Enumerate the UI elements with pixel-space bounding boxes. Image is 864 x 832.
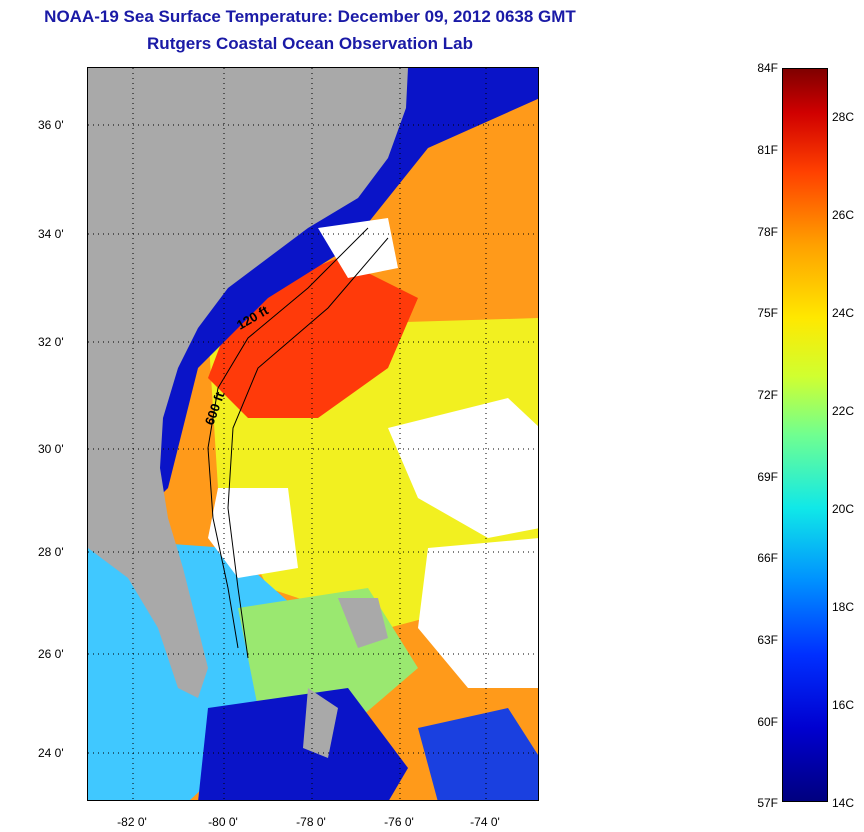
lon-label-78: -78 0' <box>296 815 326 829</box>
cloud-patch-north <box>318 218 398 278</box>
land-bahamas-north <box>338 598 388 648</box>
colorbar-label-78f: 78F <box>757 225 778 239</box>
lon-label-82: -82 0' <box>117 815 147 829</box>
colorbar-label-69f: 69F <box>757 470 778 484</box>
colorbar-label-66f: 66F <box>757 551 778 565</box>
ocean-cold-south <box>198 688 408 800</box>
sst-map-image: 120 ft 600 ft <box>88 68 538 800</box>
colorbar-label-14c: 14C <box>832 796 855 810</box>
colorbar-label-84f: 84F <box>757 61 778 75</box>
map-subtitle: Rutgers Coastal Ocean Observation Lab <box>147 34 473 53</box>
lon-label-74: -74 0' <box>470 815 500 829</box>
cloud-patch-east <box>388 398 538 538</box>
colorbar-label-60f: 60F <box>757 715 778 729</box>
colorbar-label-20c: 20C <box>832 502 855 516</box>
contour-600ft <box>227 237 389 659</box>
colorbar-label-75f: 75F <box>757 306 778 320</box>
contour-120ft <box>207 227 369 649</box>
colorbar-label-26c: 26C <box>832 208 855 222</box>
colorbar-label-57f: 57F <box>757 796 778 810</box>
lat-label-26: 26 0' <box>38 647 64 661</box>
colorbar-label-28c: 28C <box>832 110 855 124</box>
lon-label-76: -76 0' <box>384 815 414 829</box>
colorbar-label-81f: 81F <box>757 143 778 157</box>
land-florida <box>88 68 408 698</box>
lon-label-80: -80 0' <box>208 815 238 829</box>
colorbar-label-22c: 22C <box>832 404 855 418</box>
cloud-patch-west <box>208 488 298 578</box>
lat-label-36: 36 0' <box>38 118 64 132</box>
colorbar-label-24c: 24C <box>832 306 855 320</box>
colorbar-label-63f: 63F <box>757 633 778 647</box>
ocean-cold-southeast <box>418 708 538 800</box>
lat-label-28: 28 0' <box>38 545 64 559</box>
lat-label-30: 30 0' <box>38 442 64 456</box>
map-title: NOAA-19 Sea Surface Temperature: Decembe… <box>44 7 576 26</box>
lat-label-32: 32 0' <box>38 335 64 349</box>
lat-label-34: 34 0' <box>38 227 64 241</box>
colorbar-label-16c: 16C <box>832 698 855 712</box>
colorbar-label-18c: 18C <box>832 600 855 614</box>
graticule <box>88 68 538 800</box>
lat-label-24: 24 0' <box>38 746 64 760</box>
sst-map: 120 ft 600 ft <box>87 67 539 801</box>
cloud-patch-southeast <box>418 538 538 688</box>
land-bahamas-andros <box>303 688 338 758</box>
temperature-colorbar <box>782 68 828 802</box>
colorbar-label-72f: 72F <box>757 388 778 402</box>
